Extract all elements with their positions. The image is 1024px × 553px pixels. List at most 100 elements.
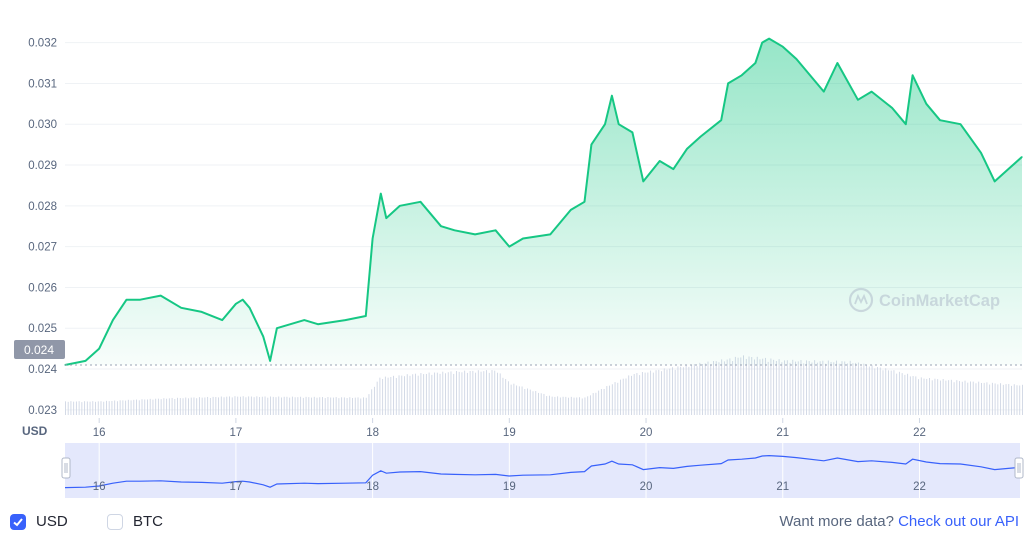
volume-bar (316, 397, 318, 415)
volume-bar (879, 367, 881, 415)
volume-bar (352, 397, 353, 415)
volume-bar (825, 363, 827, 415)
range-navigator[interactable]: 16 17 18 19 20 21 22 (61, 443, 1024, 498)
usd-checkbox-box[interactable] (10, 513, 26, 530)
volume-bar (409, 375, 411, 415)
volume-bar (989, 384, 991, 415)
volume-bar (436, 372, 438, 415)
volume-bar (338, 398, 340, 415)
volume-bar (893, 370, 895, 415)
volume-bar (896, 373, 898, 415)
volume-bar (674, 369, 676, 415)
volume-bar (379, 377, 381, 415)
volume-bar (494, 370, 496, 415)
btc-checkbox[interactable]: BTC (107, 513, 163, 530)
volume-bar (1008, 384, 1010, 415)
volume-bar (204, 397, 206, 415)
volume-bar (70, 401, 72, 415)
volume-bar (888, 370, 889, 415)
volume-bar (136, 399, 137, 415)
volume-bar (130, 400, 132, 415)
volume-bar (959, 381, 961, 415)
volume-bar (349, 397, 351, 415)
volume-bar (1022, 384, 1023, 415)
volume-bar (1019, 385, 1021, 415)
volume-bar (770, 358, 772, 415)
volume-bar (964, 380, 966, 415)
volume-bar (469, 370, 471, 415)
volume-bar (841, 361, 843, 415)
volume-bar (497, 372, 498, 415)
volume-bar (300, 396, 302, 415)
volume-bar (803, 363, 805, 415)
volume-bar (866, 365, 868, 415)
volume-bar (570, 396, 572, 415)
volume-bar (868, 366, 870, 415)
price-chart[interactable]: CoinMarketCap 0.0230.0240.0250.0260.0270… (0, 0, 1024, 505)
volume-bar (745, 358, 747, 415)
volume-bar (505, 379, 507, 415)
volume-bar (439, 373, 441, 415)
volume-bar (371, 389, 373, 415)
navigator-x-tick-label: 20 (640, 481, 653, 493)
volume-bar (1011, 385, 1012, 415)
volume-bar (838, 363, 840, 415)
volume-bar (423, 374, 425, 415)
volume-bar (395, 378, 397, 415)
volume-bar (480, 371, 482, 415)
volume-bar (275, 397, 277, 415)
volume-bar (499, 373, 501, 415)
volume-bar (253, 397, 255, 415)
volume-bar (125, 400, 127, 415)
volume-bar (283, 396, 285, 415)
price-line[interactable] (64, 37, 1023, 366)
api-link[interactable]: Check out our API (898, 513, 1019, 530)
volume-bar (805, 360, 807, 415)
coinmarketcap-logo-mark (854, 293, 868, 305)
volume-bar (483, 371, 485, 415)
volume-bar (163, 398, 165, 415)
btc-checkbox-box[interactable] (107, 513, 123, 530)
volume-bar (267, 397, 269, 415)
volume-bar (365, 397, 367, 415)
volume-bar (516, 385, 518, 415)
volume-bar (305, 396, 307, 415)
volume-bar (680, 366, 682, 415)
volume-bar (784, 360, 786, 415)
volume-bar (726, 359, 728, 415)
volume-bar (1013, 384, 1015, 415)
price-point (262, 335, 264, 337)
volume-bar (313, 396, 315, 415)
volume-bar (157, 398, 159, 415)
volume-bar (259, 397, 261, 415)
volume-bar (166, 398, 168, 415)
volume-bars (65, 355, 1023, 415)
volume-bar (215, 397, 217, 415)
api-promo-text: Want more data? (779, 513, 894, 530)
volume-bar (909, 376, 911, 415)
volume-bar (502, 377, 504, 415)
navigator-handle-left[interactable] (61, 457, 71, 479)
y-tick-label: 0.030 (28, 119, 57, 131)
volume-bar (521, 386, 523, 415)
volume-bar (901, 373, 903, 415)
volume-bar (447, 372, 449, 415)
volume-bar (127, 399, 129, 415)
volume-bar (532, 391, 534, 415)
volume-bar (595, 392, 597, 415)
volume-bar (636, 373, 638, 415)
volume-bar (472, 370, 474, 415)
navigator-selection[interactable] (65, 443, 1020, 498)
volume-bar (732, 361, 734, 415)
volume-bar (261, 396, 263, 415)
volume-bar (617, 382, 619, 415)
volume-bar (688, 366, 690, 415)
usd-checkbox[interactable]: USD (10, 513, 68, 530)
navigator-handle-right[interactable] (1014, 457, 1024, 479)
volume-bar (814, 360, 816, 415)
y-tick-label: 0.023 (28, 405, 57, 417)
price-point (768, 37, 770, 40)
volume-bar (103, 401, 105, 415)
volume-bar (434, 372, 436, 415)
volume-bar (507, 381, 509, 415)
